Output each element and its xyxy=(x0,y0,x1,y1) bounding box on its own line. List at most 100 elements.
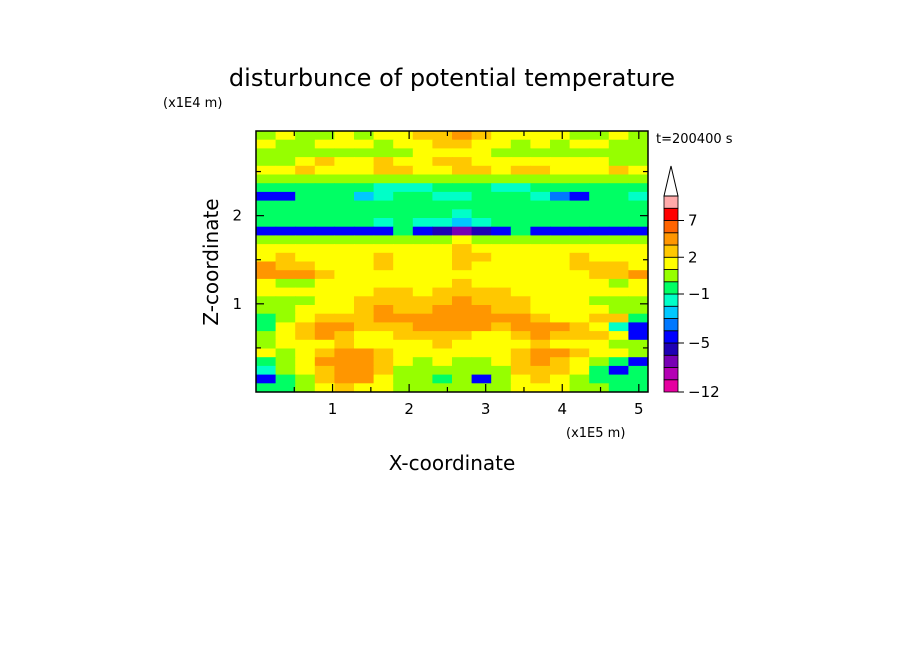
field-cell xyxy=(510,218,531,228)
field-cell xyxy=(589,348,610,358)
field-cell xyxy=(452,313,473,323)
field-cell xyxy=(471,191,492,202)
field-cell xyxy=(608,183,629,193)
field-cell xyxy=(256,148,277,158)
field-cell xyxy=(334,200,355,210)
field-cell xyxy=(589,287,610,297)
field-cell xyxy=(295,270,316,280)
field-cell xyxy=(412,261,433,271)
field-cell xyxy=(608,383,629,392)
field-cell xyxy=(569,174,590,184)
field-cell xyxy=(510,270,531,280)
field-cell xyxy=(569,235,590,245)
field-cell xyxy=(452,383,473,392)
field-cell xyxy=(295,165,316,176)
field-cell xyxy=(393,287,414,297)
field-cell xyxy=(432,348,453,358)
field-cell xyxy=(530,339,551,350)
field-cell xyxy=(354,165,375,176)
field-cell xyxy=(471,348,492,358)
field-cell xyxy=(530,348,551,358)
field-cell xyxy=(628,383,648,392)
field-cell xyxy=(354,383,375,392)
y-axis-label: Z-coordinate xyxy=(199,198,223,325)
field-cell xyxy=(354,244,375,254)
field-cell xyxy=(314,296,335,306)
field-cell xyxy=(628,339,648,350)
field-cell xyxy=(471,200,492,210)
field-cell xyxy=(314,357,335,367)
colorbar-labels: 7 2 −1 −5 −12 xyxy=(678,212,720,401)
field-cell xyxy=(256,331,277,341)
field-cell xyxy=(412,270,433,280)
field-cell xyxy=(412,235,433,245)
field-cell xyxy=(334,383,355,392)
field-cell xyxy=(589,261,610,271)
field-cell xyxy=(569,252,590,263)
field-cell xyxy=(452,131,473,141)
field-cell xyxy=(412,191,433,202)
field-cell xyxy=(628,191,648,202)
field-cell xyxy=(628,174,648,184)
field-cell xyxy=(393,209,414,219)
field-cell xyxy=(491,174,512,184)
field-cell xyxy=(373,278,394,289)
field-cell xyxy=(275,270,296,280)
field-cell xyxy=(471,218,492,228)
field-cell xyxy=(354,209,375,219)
field-cell xyxy=(412,348,433,358)
field-cell xyxy=(314,348,335,358)
field-cell xyxy=(256,374,277,384)
field-cell xyxy=(275,191,296,202)
field-cell xyxy=(550,305,571,315)
field-cell xyxy=(373,331,394,341)
field-cell xyxy=(550,278,571,289)
field-cell xyxy=(354,131,375,141)
field-cell xyxy=(295,252,316,263)
field-cell xyxy=(295,331,316,341)
field-cell xyxy=(608,218,629,228)
field-cell xyxy=(314,244,335,254)
field-cell xyxy=(295,244,316,254)
field-cell xyxy=(608,305,629,315)
field-cell xyxy=(452,339,473,350)
field-cell xyxy=(608,157,629,167)
field-cell xyxy=(471,365,492,376)
colorbar-swatch xyxy=(663,379,679,393)
colorbar-swatch xyxy=(663,342,679,356)
field-cell xyxy=(589,296,610,306)
field-cell xyxy=(412,383,433,392)
field-cell xyxy=(432,252,453,263)
field-cell xyxy=(393,139,414,149)
field-cell xyxy=(510,131,531,141)
field-cell xyxy=(314,270,335,280)
field-cell xyxy=(295,191,316,202)
colorbar-swatch xyxy=(663,220,679,234)
field-cell xyxy=(412,131,433,141)
field-cell xyxy=(569,296,590,306)
field-cell xyxy=(295,131,316,141)
field-cell xyxy=(334,139,355,149)
field-cell xyxy=(334,313,355,323)
field-cell xyxy=(471,287,492,297)
field-cell xyxy=(510,348,531,358)
field-cell xyxy=(530,331,551,341)
field-cell xyxy=(608,331,629,341)
field-cell xyxy=(412,218,433,228)
field-cell xyxy=(275,287,296,297)
field-cell xyxy=(314,191,335,202)
colorbar-swatch xyxy=(663,293,679,307)
field-cell xyxy=(452,287,473,297)
x-tick-label: 1 xyxy=(328,400,338,418)
colorbar-swatch xyxy=(663,207,679,221)
field-cell xyxy=(471,183,492,193)
field-cell xyxy=(275,200,296,210)
field-cell xyxy=(589,383,610,392)
field-cell xyxy=(608,131,629,141)
field-cell xyxy=(314,261,335,271)
field-cell xyxy=(334,270,355,280)
field-cell xyxy=(589,174,610,184)
field-cell xyxy=(471,209,492,219)
field-cell xyxy=(275,226,296,236)
